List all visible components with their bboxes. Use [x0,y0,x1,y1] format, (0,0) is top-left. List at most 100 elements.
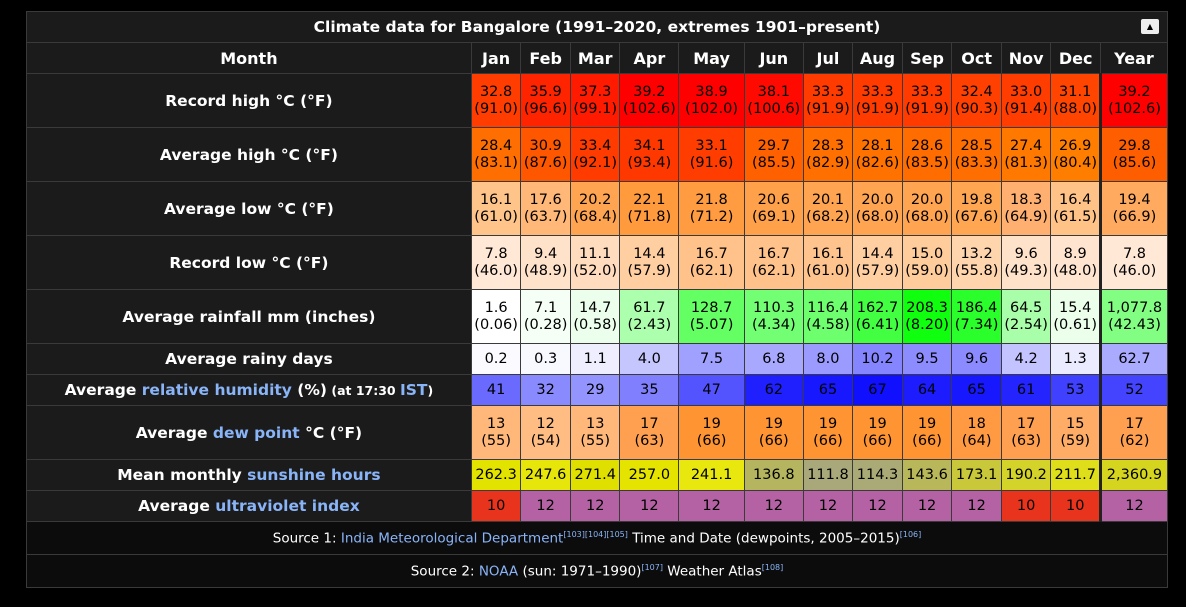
value-cell: 28.3 (82.9) [802,127,854,182]
row-label-text: Average [64,381,142,399]
table-row: Average low °C (°F) 16.1 (61.0) 17.6 (63.7) 2… [26,181,1169,236]
value-cell: 19.8 (67.6) [951,181,1002,236]
cell-value: 19 [917,416,937,432]
cell-value: 65 [967,381,986,398]
value-cell: 1.1 [569,343,621,375]
cell-value: 16.1 [811,246,845,262]
value-cell: 28.1 (82.6) [852,127,903,182]
cell-secondary: (82.6) [855,155,900,171]
value-cell: 143.6 [901,459,953,491]
cell-secondary: (66) [758,433,789,449]
value-cell: 19 (66) [743,405,804,460]
value-cell: 34.1 (93.4) [619,127,680,182]
cell-value: 14.7 [579,300,612,316]
cell-secondary: (59) [1060,433,1091,449]
cell-value: 10 [1065,497,1085,514]
value-cell: 15 (59) [1050,405,1101,460]
row-label-link[interactable]: IST [399,381,428,399]
cell-secondary: (61.5) [1053,209,1097,225]
value-cell: 14.4 (57.9) [852,235,903,290]
value-cell: 0.2 [470,343,522,375]
cell-secondary: (62) [1119,433,1150,449]
row-label-link[interactable]: ultraviolet index [215,497,360,515]
cell-value: 22.1 [633,192,666,208]
cell-value: 27.4 [1010,138,1043,154]
value-cell: 186.4 (7.34) [951,289,1002,344]
cell-value: 8.0 [816,350,840,367]
cell-value: 12 [536,497,555,514]
cell-value: 111.8 [807,466,849,483]
source-2-text: (sun: 1971–1990) [518,563,642,580]
year-value-cell: 12 [1098,490,1169,522]
table-title: Climate data for Bangalore (1991–2020, e… [313,18,881,36]
value-cell: 27.4 (81.3) [1000,127,1052,182]
value-cell: 1.6 (0.06) [470,289,522,344]
cell-value: 15 [1065,416,1085,432]
cell-value: 33.3 [811,84,845,100]
imd-link[interactable]: India Meteorological Department [340,530,564,547]
cell-secondary: (42.43) [1108,317,1161,333]
cell-value: 12 [917,497,937,514]
row-label-text: (%) [291,381,328,399]
value-cell: 9.5 [901,343,953,375]
table-body: Record high °C (°F) 32.8 (91.0) 35.9 (96.6) 3… [26,73,1169,522]
row-label-text: °C (°F) [299,423,363,442]
cell-secondary: (55) [481,433,511,449]
cell-secondary: (48.9) [523,263,568,279]
value-cell: 12 [901,490,953,522]
row-label-link[interactable]: sunshine hours [247,466,381,484]
table-row: Average rainy days 0.2 0.3 1.1 4.0 7.5 6.8 8.0 1… [26,343,1169,375]
value-cell: 38.1 (100.6) [743,73,804,128]
table-caption: Climate data for Bangalore (1991–2020, e… [26,11,1168,43]
year-value-cell: 62.7 [1098,343,1169,375]
cell-value: 64.5 [1010,300,1043,316]
row-label-link[interactable]: dew point [212,423,300,442]
month-header-jul: Jul [802,42,854,74]
year-value-cell: 19.4 (66.9) [1098,181,1169,236]
cell-value: 28.6 [910,138,944,154]
cell-secondary: (0.61) [1053,317,1097,333]
cell-value: 18.3 [1010,192,1043,208]
value-cell: 33.3 (91.9) [852,73,903,128]
ref-107[interactable]: [107] [641,562,663,572]
cell-value: 35.9 [529,84,562,100]
cell-secondary: (100.6) [747,101,801,117]
value-cell: 47 [678,374,745,406]
cell-value: 28.4 [479,138,513,154]
ref-103-105[interactable]: [103][104][105] [563,529,628,539]
cell-value: 38.1 [757,84,790,100]
value-cell: 28.5 (83.3) [951,127,1002,182]
cell-value: 190.2 [1005,466,1047,483]
cell-secondary: (0.28) [523,317,568,333]
value-cell: 8.9 (48.0) [1050,235,1101,290]
cell-value: 262.3 [475,466,517,483]
value-cell: 33.3 (91.9) [901,73,953,128]
year-value-cell: 1,077.8 (42.43) [1098,289,1169,344]
value-cell: 12 [802,490,854,522]
value-cell: 35.9 (96.6) [520,73,571,128]
cell-value: 114.3 [856,466,899,483]
noaa-link[interactable]: NOAA [478,563,519,580]
cell-secondary: (57.9) [855,263,900,279]
cell-value: 38.9 [695,84,728,100]
table-row: Record high °C (°F) 32.8 (91.0) 35.9 (96.6) 3… [26,73,1169,128]
cell-secondary: (67.6) [954,209,999,225]
cell-secondary: (63) [634,433,665,449]
row-label: Average dew point °C (°F) [26,405,472,460]
cell-value: 28.3 [811,138,845,154]
ref-106[interactable]: [106] [899,529,922,539]
value-cell: 241.1 [678,459,745,491]
cell-secondary: (68.4) [573,209,617,225]
value-cell: 19 (66) [901,405,953,460]
row-label-link[interactable]: relative humidity [141,381,292,399]
cell-value: 30.9 [529,138,562,154]
collapse-icon[interactable]: ▲ [1141,19,1159,34]
value-cell: 7.5 [678,343,745,375]
cell-secondary: (69.1) [752,209,796,225]
month-header-feb: Feb [520,42,571,74]
cell-value: 14.4 [633,246,666,262]
month-header-may: May [678,42,745,74]
ref-108[interactable]: [108] [761,562,784,572]
value-cell: 31.1 (88.0) [1050,73,1101,128]
value-cell: 10 [470,490,522,522]
